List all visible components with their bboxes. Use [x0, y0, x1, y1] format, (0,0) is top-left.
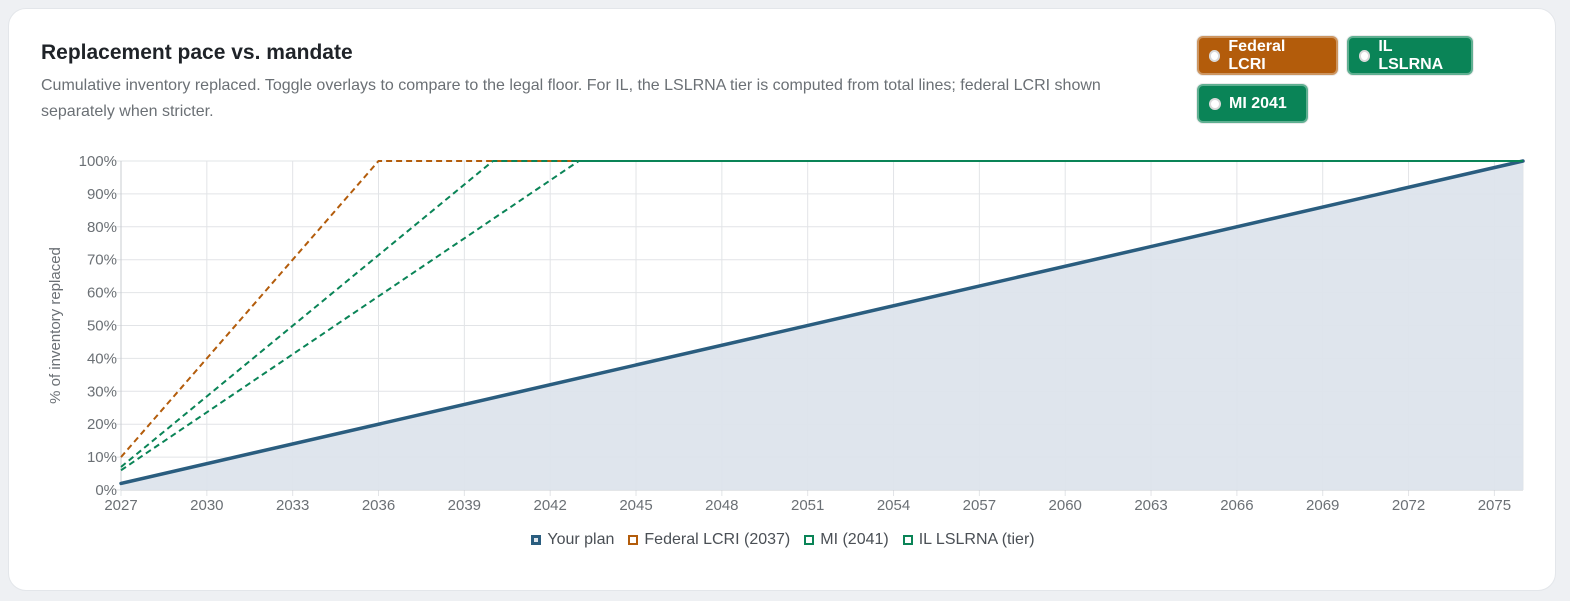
x-tick-label: 2069 [1306, 497, 1339, 514]
legend-label: IL LSLRNA (tier) [918, 531, 1035, 548]
chart-legend: Your plan Federal LCRI (2037) MI (2041) IL … [9, 531, 1557, 549]
toggle-federal-lcri[interactable]: Federal LCRI [1197, 36, 1338, 75]
legend-label: MI (2041) [820, 531, 889, 548]
y-tick-label: 90% [87, 186, 117, 203]
toggle-label: IL LSLRNA [1378, 37, 1444, 73]
chart-title: Replacement pace vs. mandate [41, 41, 353, 64]
toggle-indicator-icon [1209, 49, 1221, 62]
x-tick-label: 2030 [190, 497, 223, 514]
x-tick-label: 2063 [1134, 497, 1167, 514]
chart-card: Replacement pace vs. mandate Cumulative … [8, 8, 1556, 591]
x-tick-label: 2033 [276, 497, 309, 514]
series-line-il-lslrna-tier [120, 160, 1523, 468]
legend-item[interactable]: Your plan [531, 531, 614, 549]
line-chart: 0% 10% 20% 30% 40% 50% 60% 70% 80% 90% 100% 2027 203… [47, 153, 1525, 514]
y-tick-label: 100% [79, 153, 117, 170]
y-tick-label: 40% [87, 350, 117, 367]
toggle-il-lslrna[interactable]: IL LSLRNA [1347, 36, 1473, 75]
legend-item[interactable]: Federal LCRI (2037) [628, 531, 790, 549]
x-tick-label: 2072 [1392, 497, 1425, 514]
y-tick-label: 60% [87, 285, 117, 302]
legend-item[interactable]: MI (2041) [804, 531, 889, 549]
toggle-indicator-icon [1209, 97, 1221, 110]
legend-label: Your plan [547, 531, 615, 548]
legend-swatch-icon [804, 535, 815, 545]
x-tick-label: 2057 [963, 497, 996, 514]
series-line-your-plan [119, 159, 1525, 486]
x-tick-label: 2045 [619, 497, 652, 514]
legend-swatch-icon [902, 535, 913, 545]
x-tick-label: 2027 [104, 497, 137, 514]
toggle-label: Federal LCRI [1228, 37, 1286, 73]
x-tick-label: 2036 [362, 497, 395, 514]
x-tick-label: 2075 [1478, 497, 1511, 514]
y-axis-title: % of inventory replaced [47, 247, 64, 404]
x-tick-label: 2039 [448, 497, 481, 514]
x-tick-label: 2054 [877, 497, 910, 514]
y-tick-label: 80% [87, 219, 117, 236]
legend-label: Federal LCRI (2037) [644, 531, 791, 548]
x-tick-label: 2066 [1220, 497, 1253, 514]
x-tick-label: 2060 [1049, 497, 1082, 514]
y-tick-label: 20% [87, 416, 117, 433]
y-tick-label: 10% [87, 449, 117, 466]
y-tick-label: 70% [87, 252, 117, 269]
legend-swatch-icon [531, 535, 542, 545]
chart-subtitle: Cumulative inventory replaced. Toggle ov… [41, 77, 1101, 120]
x-tick-label: 2051 [791, 497, 824, 514]
series-line-mi-2041 [120, 160, 1523, 472]
y-tick-label: 50% [87, 318, 117, 335]
toggle-mi-2041[interactable]: MI 2041 [1197, 84, 1308, 123]
x-tick-label: 2042 [533, 497, 566, 514]
toggle-indicator-icon [1359, 49, 1371, 62]
x-tick-label: 2048 [705, 497, 738, 514]
toggle-label: MI 2041 [1229, 94, 1287, 112]
legend-item[interactable]: IL LSLRNA (tier) [902, 531, 1035, 549]
y-tick-label: 0% [95, 482, 117, 499]
y-tick-label: 30% [87, 383, 117, 400]
legend-swatch-icon [628, 535, 639, 545]
